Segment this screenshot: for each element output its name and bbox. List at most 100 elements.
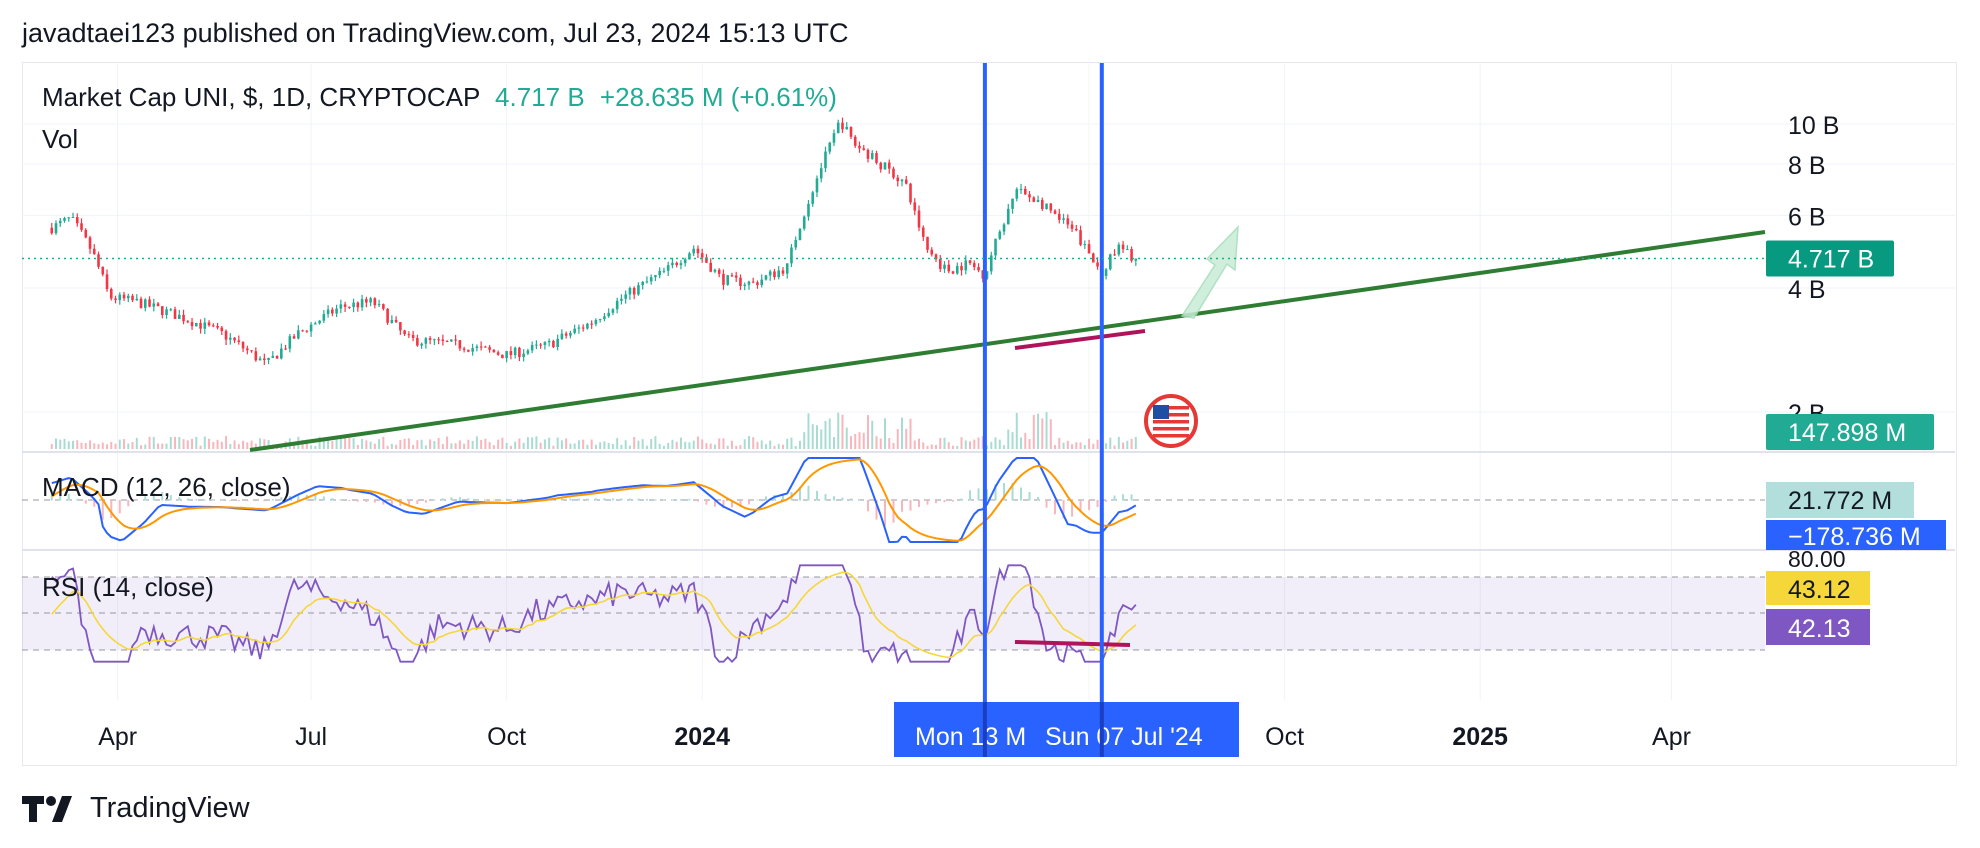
rsi-label[interactable]: RSI (14, close) [42, 572, 214, 602]
candle-body [148, 299, 151, 307]
volume-bar [93, 443, 96, 449]
candle-body [437, 339, 440, 341]
macd-histogram-bar [229, 500, 232, 501]
volume-bar [841, 414, 844, 449]
volume-bar [225, 436, 228, 449]
volume-bar [981, 436, 984, 449]
volume-bar [811, 424, 814, 449]
candle-body [1040, 199, 1044, 209]
volume-bar [1049, 419, 1052, 449]
candle-body [917, 210, 921, 228]
candle-body [1023, 188, 1027, 195]
tradingview-logo-icon [22, 795, 72, 822]
volume-bar [331, 441, 334, 449]
volume-bar [624, 440, 627, 449]
volume-bar [250, 440, 253, 449]
candle-body [904, 179, 908, 184]
candle-body [1011, 198, 1014, 209]
volume-bar [429, 439, 432, 449]
candle-body [730, 275, 734, 277]
volume-bar [786, 438, 789, 449]
publisher-header: javadtaei123 published on TradingView.co… [22, 18, 849, 48]
volume-bar [114, 443, 117, 449]
volume-bar [1088, 438, 1091, 449]
candle-body [773, 271, 776, 277]
candle-body [1113, 254, 1116, 256]
x-tick-label: Oct [1265, 723, 1304, 751]
y-tick-label: 10 B [1788, 112, 1839, 140]
candle-body [598, 319, 602, 321]
macd-histogram-bar [424, 500, 427, 503]
volume-bar [943, 437, 946, 449]
candle-body [250, 350, 253, 352]
candle-body [1079, 230, 1082, 245]
volume-bar [446, 436, 449, 449]
macd-histogram-bar [594, 498, 597, 501]
candle-body [1066, 218, 1070, 225]
volume-label[interactable]: Vol [42, 124, 79, 154]
candle-body [1006, 208, 1010, 225]
volume-bar [964, 440, 967, 449]
symbol-legend[interactable]: Market Cap UNI, $, 1D, CRYPTOCAP 4.717 B… [42, 82, 837, 113]
candle-body [552, 340, 555, 347]
candle-body [998, 231, 1002, 239]
candle-body [938, 259, 942, 269]
volume-bar [718, 438, 721, 449]
candle-body [484, 346, 487, 348]
volume-bar [769, 440, 772, 449]
volume-bar [688, 442, 691, 449]
candle-body [509, 351, 513, 356]
candle-body [1015, 189, 1019, 199]
candle-body [628, 288, 632, 295]
volume-bar [463, 443, 466, 449]
candle-body [441, 339, 445, 341]
volume-bar [654, 436, 657, 449]
candle-body [751, 281, 755, 283]
volume-bar [569, 443, 572, 449]
candle-body [216, 325, 219, 328]
volume-bar [420, 439, 423, 449]
symbol-title: Market Cap UNI, $, 1D, CRYPTOCAP [42, 82, 480, 112]
rsi-ma-badge: 43.12 [1788, 576, 1851, 604]
macd-histogram-bar [722, 500, 725, 509]
candle-body [679, 263, 683, 266]
candle-body [501, 354, 504, 359]
candle-body [105, 274, 109, 290]
macd-histogram-bar [135, 500, 138, 501]
volume-bar [424, 445, 427, 449]
volume-bar [399, 440, 402, 449]
macd-histogram-bar [501, 500, 504, 501]
macd-histogram-bar [144, 496, 147, 501]
candle-body [403, 330, 406, 335]
volume-bar [565, 438, 568, 449]
last-price-badge-bg [1766, 240, 1894, 277]
candle-body [870, 153, 874, 159]
macd-value-badge: 21.772 M [1788, 487, 1892, 515]
candle-body [309, 324, 313, 332]
candle-body [1053, 210, 1057, 214]
macd-histogram-bar [1020, 487, 1023, 501]
candle-body [807, 203, 810, 217]
volume-bar [518, 438, 521, 449]
trendline [249, 230, 1766, 452]
footer: TradingView [22, 792, 250, 825]
macd-label[interactable]: MACD (12, 26, close) [42, 472, 291, 502]
candle-body [143, 299, 147, 308]
volume-bar [310, 445, 313, 449]
candle-body [879, 162, 883, 170]
volume-bar [165, 443, 168, 449]
candle-body [798, 228, 802, 241]
candle-body [709, 262, 712, 272]
volume-bar [488, 442, 491, 449]
volume-bar [492, 445, 495, 449]
macd-histogram-bar [84, 500, 87, 504]
volume-bar [458, 440, 461, 449]
macd-histogram-bar [824, 494, 827, 501]
volume-bar [713, 444, 716, 449]
candle-body [131, 295, 134, 301]
candle-body [866, 149, 870, 159]
macd-histogram-bar [246, 500, 249, 502]
volume-bar [441, 444, 444, 449]
volume-bar [475, 436, 478, 449]
